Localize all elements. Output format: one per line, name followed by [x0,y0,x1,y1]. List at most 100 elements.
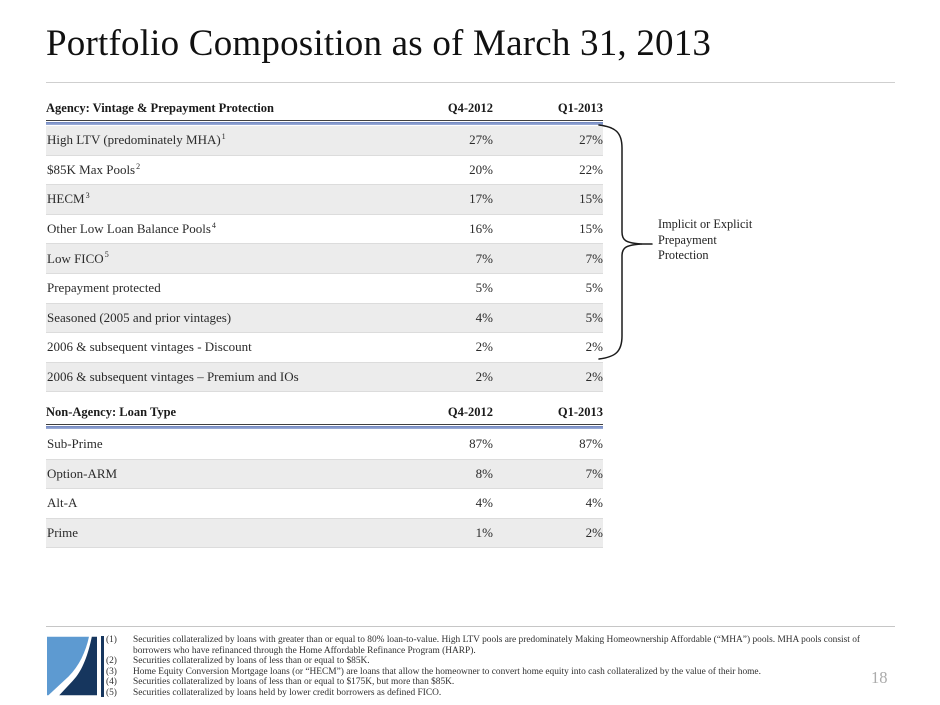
row-label: 2006 & subsequent vintages - Discount [46,339,393,355]
footnote-ref: 1 [221,131,226,141]
footnote: (3) Home Equity Conversion Mortgage loan… [106,667,892,678]
row-q1-value: 2% [585,525,603,541]
row-q4-value: 5% [475,280,493,296]
row-label: High LTV (predominately MHA)1 [46,132,393,148]
row-q4-value: 1% [475,525,493,541]
table-row: Seasoned (2005 and prior vintages) 4% 5% [46,303,603,334]
footnote-text: Securities collateralized by loans of le… [133,677,455,688]
table-row: Option-ARM 8% 7% [46,459,603,490]
table-row: 2006 & subsequent vintages – Premium and… [46,362,603,393]
row-q4-value: 17% [469,191,493,207]
footnotes: (1) Securities collateralized by loans w… [106,635,892,698]
footnote-ref: 5 [104,250,109,260]
row-q4-value: 7% [475,250,493,266]
agency-table-body: High LTV (predominately MHA)1 27% 27% $8… [46,126,603,393]
footnote-ref: 2 [136,161,141,171]
row-label-text: Prime [47,525,79,541]
table-row: Prime 1% 2% [46,518,603,549]
table-row: Low FICO5 7% 7% [46,244,603,274]
footnote-text: Home Equity Conversion Mortgage loans (o… [133,666,761,677]
row-q4-value: 16% [469,221,493,237]
non-agency-table: Non-Agency: Loan Type Q4-2012 Q1-2013 Su… [46,405,603,549]
column-header-q4-2012: Q4-2012 [447,101,493,115]
footnote: (1) Securities collateralized by loans w… [106,635,892,656]
row-label-text: $85K Max Pools [47,161,136,177]
row-q4-value: 8% [475,465,493,481]
row-label-text: Sub-Prime [47,436,103,452]
row-q4-value: 4% [475,309,493,325]
row-label-text: Seasoned (2005 and prior vintages) [47,309,232,325]
row-label-text: Option-ARM [47,465,118,481]
row-label-text: Low FICO [47,250,104,266]
page-number: 18 [871,668,888,687]
header-accent-bar [46,426,603,429]
row-label: Prime [46,525,393,541]
row-label: 2006 & subsequent vintages – Premium and… [46,369,393,385]
table-row: High LTV (predominately MHA)1 27% 27% [46,126,603,156]
row-q1-value: 7% [585,465,603,481]
row-label: Option-ARM [46,466,393,482]
footnote-number: (1) [106,635,117,645]
page-title: Portfolio Composition as of March 31, 20… [46,23,712,64]
row-q4-value: 4% [475,495,493,511]
row-label: Seasoned (2005 and prior vintages) [46,310,393,326]
footnote-ref: 4 [211,220,216,230]
footnote-ref: 3 [85,191,90,201]
row-label-text: Alt-A [47,495,78,511]
row-q1-value: 5% [585,309,603,325]
row-label: Other Low Loan Balance Pools4 [46,221,393,237]
column-header-q1-2013: Q1-2013 [557,405,603,419]
annotation-line: Implicit or Explicit [658,217,753,231]
row-q1-value: 15% [579,191,603,207]
footer-divider-line [46,626,895,627]
footnote-number: (3) [106,666,117,677]
row-q4-value: 27% [469,132,493,148]
table-row: Alt-A 4% 4% [46,489,603,519]
row-label-text: High LTV (predominately MHA) [47,132,221,148]
footnote: (2) Securities collateralized by loans o… [106,656,892,667]
row-label: HECM3 [46,191,393,207]
row-q1-value: 87% [579,436,603,452]
row-q1-value: 27% [579,132,603,148]
title-divider [46,82,895,83]
table-row: HECM3 17% 15% [46,185,603,215]
row-label: $85K Max Pools2 [46,162,393,178]
row-q1-value: 7% [585,250,603,266]
row-label-text: 2006 & subsequent vintages – Premium and… [47,369,299,385]
row-label: Prepayment protected [46,280,393,296]
row-q1-value: 4% [585,495,603,511]
company-logo-icon [47,636,97,696]
logo-divider-bar [101,636,104,697]
row-q1-value: 2% [585,339,603,355]
table-row: Prepayment protected 5% 5% [46,274,603,304]
footnote-text: Securities collateralized by loans of le… [133,656,370,667]
footnote: (4) Securities collateralized by loans o… [106,677,892,688]
footnote-text: Securities collateralized by loans held … [133,687,442,698]
footnote: (5) Securities collateralized by loans h… [106,688,892,699]
row-q4-value: 20% [469,161,493,177]
row-q1-value: 2% [585,369,603,385]
annotation-line: Protection [658,248,709,263]
brace-annotation: Implicit or Explicit Prepayment Protecti… [658,217,798,264]
agency-table: Agency: Vintage & Prepayment Protection … [46,101,603,393]
non-agency-table-header: Non-Agency: Loan Type Q4-2012 Q1-2013 [46,405,603,425]
row-label: Sub-Prime [46,436,393,452]
row-q4-value: 2% [475,369,493,385]
column-header-q4-2012: Q4-2012 [447,405,493,419]
non-agency-table-title: Non-Agency: Loan Type [46,405,177,419]
non-agency-table-body: Sub-Prime 87% 87% Option-ARM 8% 7% Alt-A… [46,430,603,549]
footnote-number: (5) [106,687,117,698]
row-label: Alt-A [46,495,393,511]
column-header-q1-2013: Q1-2013 [557,101,603,115]
footnote-number: (2) [106,656,117,667]
row-q4-value: 2% [475,339,493,355]
row-q1-value: 5% [585,280,603,296]
row-q1-value: 15% [579,221,603,237]
row-label-text: Other Low Loan Balance Pools [47,221,211,237]
row-label-text: HECM [47,191,85,207]
row-label: Low FICO5 [46,251,393,267]
brace-graphic [598,124,653,360]
header-accent-bar [46,122,603,125]
row-label-text: Prepayment protected [47,280,161,296]
